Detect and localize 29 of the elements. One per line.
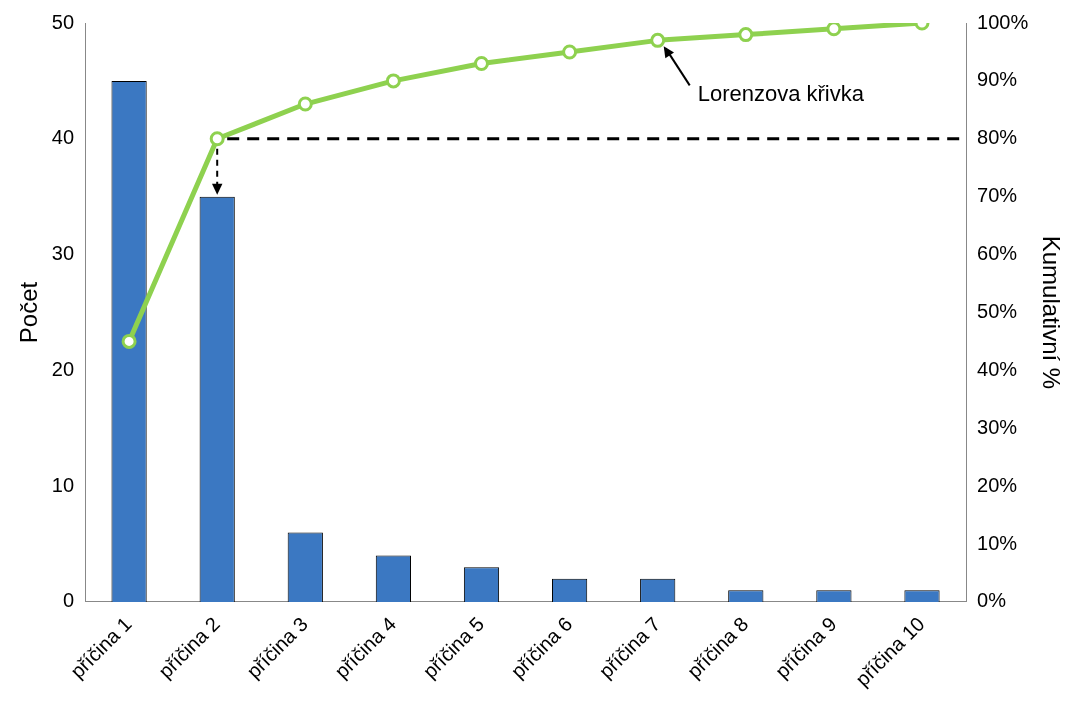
y2-tick-label: 50% xyxy=(977,299,1018,322)
y2-tick-label: 100% xyxy=(977,10,1029,33)
y2-tick-label: 20% xyxy=(977,473,1018,496)
point xyxy=(474,56,489,72)
annotation: Lorenzova křivka xyxy=(697,81,865,107)
point xyxy=(297,96,313,112)
point xyxy=(650,32,666,48)
y2-tick-label: 60% xyxy=(977,242,1018,265)
y-tick-label: 40 xyxy=(51,126,75,149)
y2-tick-label: 30% xyxy=(977,415,1018,438)
point xyxy=(738,27,754,43)
y2-tick-label: 40% xyxy=(977,357,1018,380)
y2-tick-label: 70% xyxy=(977,184,1018,207)
point xyxy=(121,333,137,349)
point xyxy=(385,73,401,89)
y2-tick-label: 10% xyxy=(977,531,1018,554)
y-tick-label: 0 xyxy=(62,589,75,612)
point xyxy=(826,23,842,37)
y-axis-title: Počet xyxy=(15,281,43,344)
y2-axis-title: Kumulativní % xyxy=(1037,235,1065,390)
y-tick-label: 20 xyxy=(51,357,75,380)
y2-tick-label: 80% xyxy=(977,126,1018,149)
y-tick-label: 50 xyxy=(51,10,75,33)
point xyxy=(209,131,225,147)
y-tick-label: 10 xyxy=(51,473,75,496)
y-tick-label: 30 xyxy=(51,242,75,265)
point xyxy=(562,44,578,60)
y2-tick-label: 0% xyxy=(977,589,1007,612)
y2-tick-label: 90% xyxy=(977,68,1018,91)
